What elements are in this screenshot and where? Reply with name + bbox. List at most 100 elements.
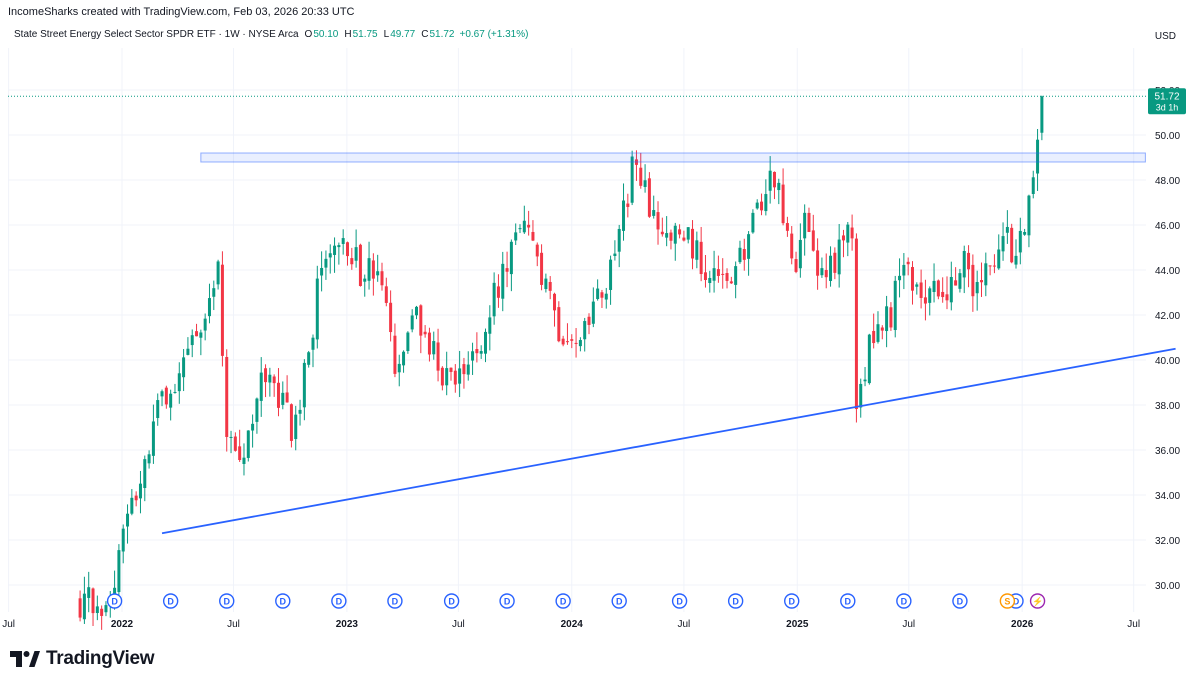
candle-body [410,315,414,330]
candle [363,274,367,297]
candle [885,295,889,348]
candle-body [544,278,548,290]
candle [333,237,337,273]
split-marker-circle [999,593,1016,609]
candle [1001,222,1005,261]
candle-body [458,368,462,384]
open-label: O [304,29,313,40]
candle [358,243,362,287]
candle [660,217,664,237]
candle [682,230,686,242]
earnings-marker-letter: ⚡ [1032,596,1043,608]
candle [747,231,751,276]
tradingview-logo[interactable]: TradingView [10,648,155,670]
candle [962,245,966,294]
candle-body [337,245,341,248]
candle [423,325,427,338]
candle-body [251,423,255,431]
candle-body [764,194,768,212]
high-label: H [344,29,352,40]
candle-body [703,272,707,281]
candle [945,276,949,310]
candle-body [294,414,298,440]
candle-body [613,253,617,256]
candle [350,247,354,270]
candle [699,226,703,282]
candle [345,241,349,266]
dividend-marker-letter: D [1013,597,1020,607]
candle-body [173,391,177,393]
candle [130,489,134,516]
candle [941,277,945,303]
dividend-marker-circle [331,593,347,609]
close-value: 51.72 [429,29,455,40]
candle-body [967,252,971,270]
candle [923,279,927,321]
dividend-marker-letter: D [901,597,908,607]
x-tick-label: 2026 [1011,619,1034,630]
dividend-marker: D [387,593,403,609]
candle [177,362,181,404]
y-tick-label: 34.00 [1155,491,1180,502]
candle-body [583,321,587,340]
candle-body [285,392,289,403]
dividend-marker: D [331,593,347,609]
candle [803,204,807,256]
low-value: 49.77 [390,29,416,40]
candle [328,244,332,274]
candle-body [492,282,496,317]
candle [578,337,582,352]
candle-body [307,352,311,365]
candle [445,351,449,396]
dividend-marker-circle [387,593,403,609]
candle-body [647,178,651,217]
candle-body [233,436,237,451]
dividend-marker-letter: D [336,597,343,607]
candle-body [182,357,186,378]
candle [673,222,677,261]
candle-body [354,247,358,261]
candle [367,241,371,290]
candle [514,223,518,246]
candle-body [126,513,130,527]
low-label: L [383,29,390,40]
last-price-tag-bg [1148,88,1186,115]
dividend-marker-letter: D [957,597,964,607]
brand-name: TradingView [46,648,155,669]
change-value: +0.67 (+1.31%) [459,29,529,40]
candle-body [160,391,164,397]
candle [216,259,220,290]
dividend-marker-circle [952,593,968,609]
candle-body [436,342,440,371]
candle [91,587,95,627]
candle-body [932,280,936,293]
grid-lines [8,48,1146,612]
candle [307,350,311,368]
candle-body [738,247,742,263]
candle [276,368,280,417]
x-tick-label: Jul [227,619,240,630]
candle [760,193,764,216]
y-tick-label: 32.00 [1155,536,1180,547]
candle-body [393,335,397,374]
candle [496,274,500,308]
candle [583,317,587,352]
candle [484,328,488,363]
candle [320,251,324,292]
candle [574,328,578,358]
candle [734,261,738,299]
candle-body [979,280,983,283]
candle-body [488,317,492,334]
candle [854,233,858,423]
candle-body [151,421,155,456]
dividend-marker: D [952,593,968,609]
candle [777,178,781,205]
candle [121,524,125,564]
candle [238,429,242,462]
dividend-marker-circle [555,593,571,609]
candle [919,269,923,309]
dividend-marker: D [611,593,627,609]
candle [626,193,630,218]
candle [186,337,190,356]
